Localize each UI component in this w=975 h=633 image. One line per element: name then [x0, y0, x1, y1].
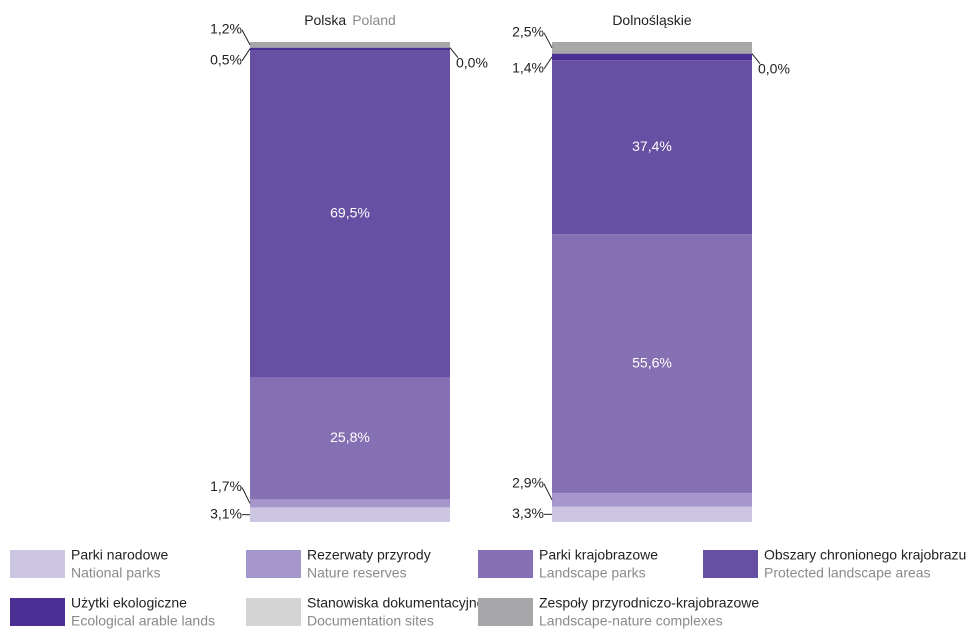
- bar-segment: [250, 47, 450, 51]
- value-label: 1,2%: [210, 21, 242, 37]
- value-label: 1,4%: [512, 60, 544, 76]
- bar-segment: [250, 507, 450, 522]
- legend-swatch: [246, 550, 301, 578]
- leader-line: [241, 487, 251, 504]
- legend-label-en: Documentation sites: [307, 613, 434, 629]
- legend-label: Zespoły przyrodniczo-krajobrazowe: [539, 595, 759, 611]
- legend-label: Użytki ekologiczne: [71, 595, 187, 611]
- legend-label-en: Ecological arable lands: [71, 613, 215, 629]
- bar-segment: [552, 60, 752, 235]
- value-label: 69,5%: [330, 205, 370, 221]
- legend-label: Parki krajobrazowe: [539, 547, 658, 563]
- bar-segment: [250, 499, 450, 508]
- legend-swatch: [246, 598, 301, 626]
- legend-swatch: [478, 550, 533, 578]
- bar-segment: [552, 234, 752, 494]
- bar-segment: [250, 377, 450, 500]
- legend-label-en: Landscape-nature complexes: [539, 613, 723, 629]
- column-title-pl: Dolnośląskie: [612, 12, 692, 28]
- bar-segment: [552, 493, 752, 507]
- leader-line: [449, 47, 459, 58]
- column-title-pl: Polska: [304, 12, 346, 28]
- value-label: 2,9%: [512, 475, 544, 491]
- legend-label-en: National parks: [71, 565, 161, 581]
- value-label: 0,0%: [758, 60, 790, 76]
- legend-swatch: [10, 598, 65, 626]
- leader-line: [241, 29, 251, 46]
- legend-swatch: [703, 550, 758, 578]
- legend-label: Obszary chronionego krajobrazu: [764, 547, 966, 563]
- leader-line: [543, 483, 553, 501]
- value-label: 1,7%: [210, 478, 242, 494]
- legend-label-en: Landscape parks: [539, 565, 646, 581]
- legend-label-en: Protected landscape areas: [764, 565, 931, 581]
- bar-segment: [552, 42, 752, 54]
- leader-line: [241, 48, 251, 62]
- value-label: 25,8%: [330, 429, 370, 445]
- leader-line: [751, 53, 761, 64]
- legend-label: Rezerwaty przyrody: [307, 547, 431, 563]
- legend-swatch: [10, 550, 65, 578]
- legend-label: Stanowiska dokumentacyjne: [307, 595, 485, 611]
- value-label: 37,4%: [632, 138, 672, 154]
- leader-line: [543, 32, 553, 49]
- value-label: 2,5%: [512, 24, 544, 40]
- bar-segment: [552, 53, 752, 61]
- bar-segment: [250, 42, 450, 48]
- bar-segment: [552, 506, 752, 522]
- value-label: 3,1%: [210, 505, 242, 521]
- value-label: 0,5%: [210, 52, 242, 68]
- legend-swatch: [478, 598, 533, 626]
- value-label: 0,0%: [456, 54, 488, 70]
- legend-label: Parki narodowe: [71, 547, 168, 563]
- leader-line: [543, 56, 553, 70]
- column-title: Dolnośląskie: [612, 12, 692, 28]
- column-title: Polska Poland: [304, 12, 396, 28]
- bar-segment: [250, 50, 450, 378]
- column-title-en: Poland: [352, 12, 396, 28]
- value-label: 3,3%: [512, 505, 544, 521]
- value-label: 55,6%: [632, 354, 672, 370]
- legend-label-en: Nature reserves: [307, 565, 407, 581]
